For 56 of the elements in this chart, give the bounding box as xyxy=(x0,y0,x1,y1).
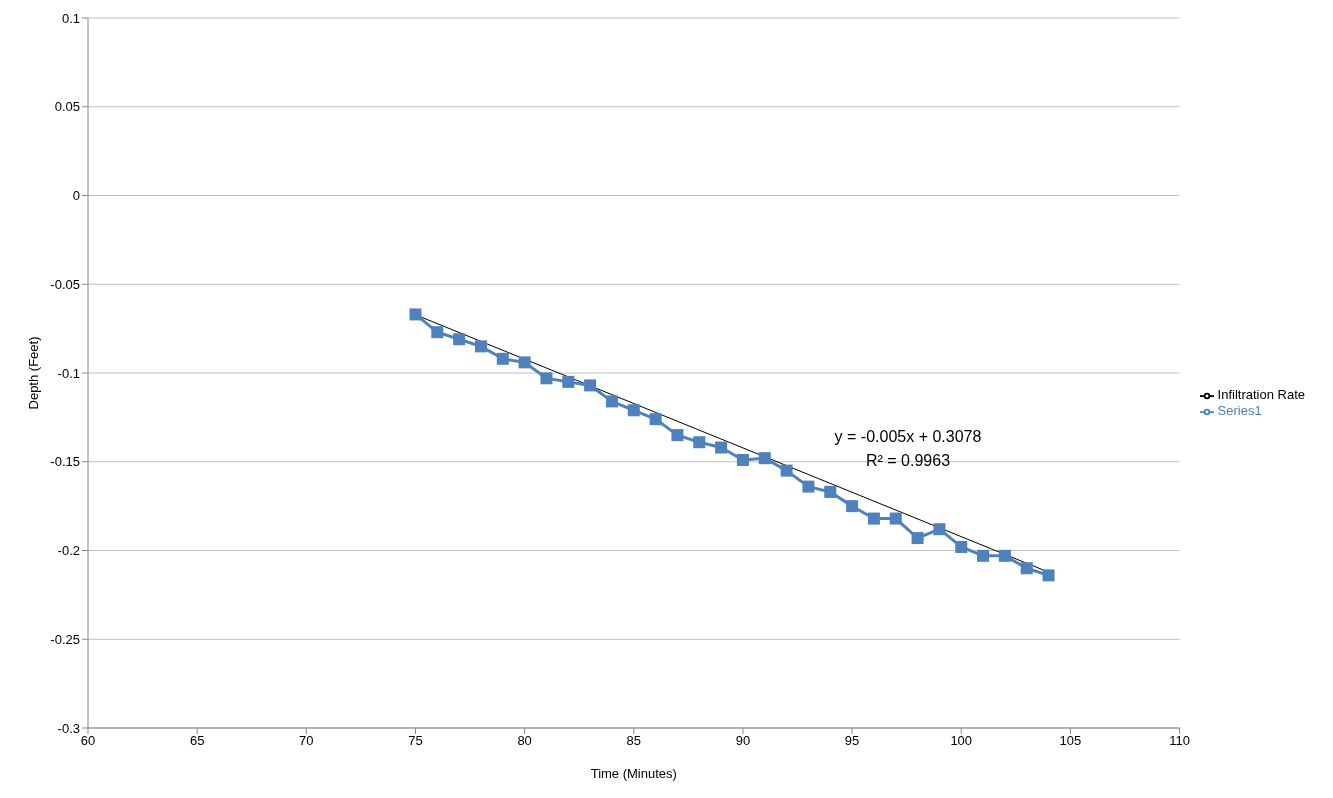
y-tick-label: 0 xyxy=(72,188,80,204)
x-tick-label: 110 xyxy=(1169,733,1190,749)
x-tick-label: 60 xyxy=(80,733,96,749)
y-tick-label: -0.15 xyxy=(50,454,80,470)
point xyxy=(977,549,990,562)
x-tick-label: 105 xyxy=(1059,733,1082,749)
x-tick-label: 85 xyxy=(626,733,642,749)
point xyxy=(453,333,466,346)
x-tick-label: 75 xyxy=(408,733,423,749)
point xyxy=(758,452,771,465)
point xyxy=(671,429,684,442)
point xyxy=(867,512,880,525)
y-tick-label: 0.1 xyxy=(61,10,80,26)
point xyxy=(824,485,837,498)
y-tick-label: -0.25 xyxy=(50,631,80,647)
point xyxy=(496,352,509,365)
point xyxy=(474,340,487,353)
x-tick-label: 95 xyxy=(844,733,860,749)
y-tick-label: -0.2 xyxy=(57,543,80,559)
point xyxy=(562,375,575,388)
point xyxy=(736,453,749,466)
y-tick-label: -0.3 xyxy=(57,720,80,736)
point xyxy=(955,540,968,553)
point xyxy=(518,356,531,369)
point xyxy=(540,372,553,385)
point xyxy=(649,413,662,426)
annotation: R² = 0.9963 xyxy=(864,452,952,470)
x-axis-title: Time (Minutes) xyxy=(590,766,677,781)
point xyxy=(605,395,618,408)
legend-label: Infiltration Rate xyxy=(1217,387,1305,403)
y-tick-label: -0.05 xyxy=(50,276,80,292)
point xyxy=(409,308,422,321)
point xyxy=(693,436,706,449)
legend-label: Series1 xyxy=(1217,403,1262,418)
x-tick-label: 70 xyxy=(299,733,314,749)
x-tick-label: 90 xyxy=(735,733,751,749)
y-tick-label: 0.05 xyxy=(54,99,80,115)
point xyxy=(802,480,815,493)
point xyxy=(431,326,444,339)
point xyxy=(933,523,946,536)
point xyxy=(911,532,924,545)
point xyxy=(584,379,597,392)
point xyxy=(780,464,793,477)
point xyxy=(627,404,640,417)
x-tick-label: 80 xyxy=(517,733,532,749)
y-tick-label: -0.1 xyxy=(57,365,80,381)
point xyxy=(1042,569,1055,582)
x-tick-label: 100 xyxy=(950,733,973,749)
point xyxy=(846,500,859,513)
x-tick-label: 65 xyxy=(189,733,205,749)
annotation: y = -0.005x + 0.3078 xyxy=(833,428,983,446)
point xyxy=(715,441,728,454)
point xyxy=(889,512,902,525)
y-axis-title: Depth (Feet) xyxy=(25,336,41,410)
point xyxy=(1020,562,1033,575)
point xyxy=(998,549,1011,562)
